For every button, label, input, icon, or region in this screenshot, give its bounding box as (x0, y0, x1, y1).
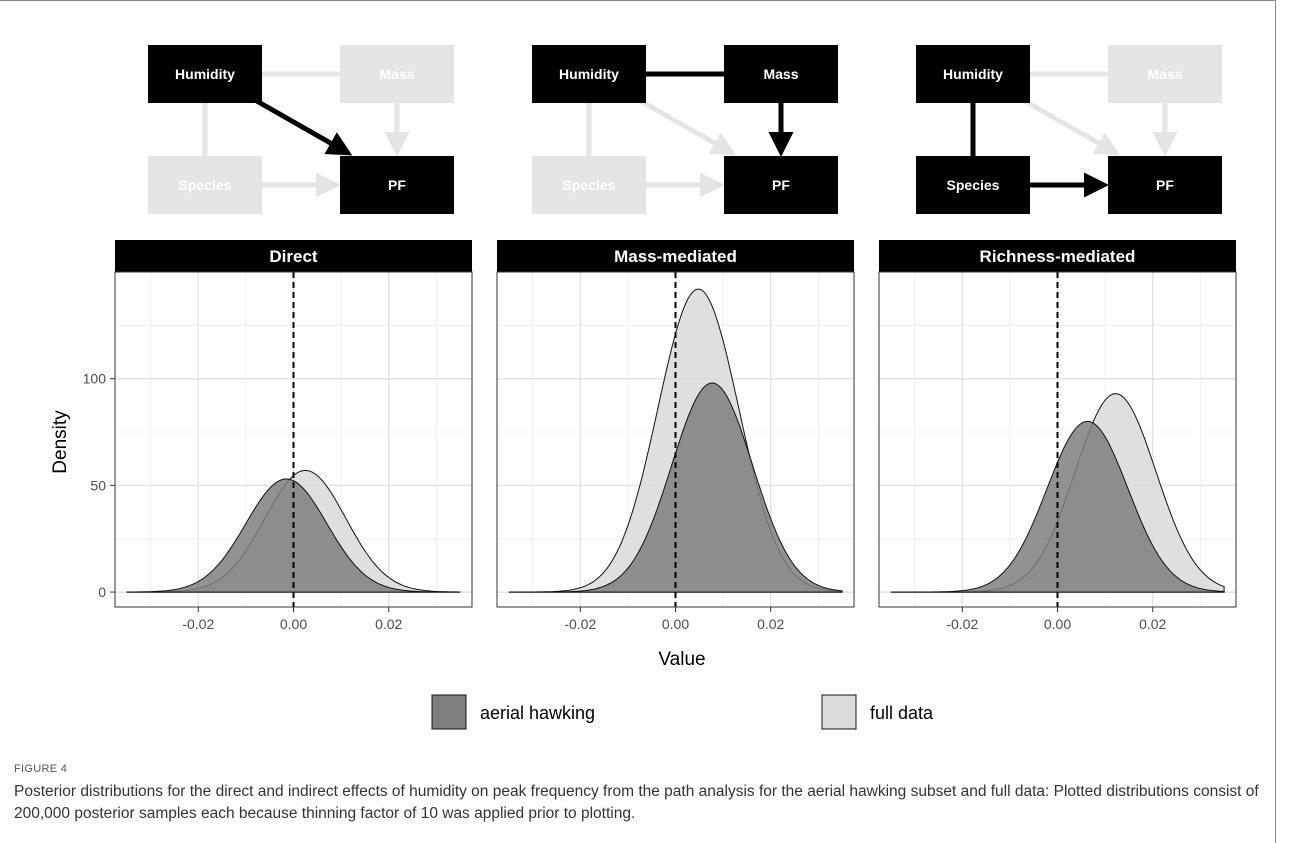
x-tick-label: 0.00 (280, 616, 307, 632)
x-tick-label: -0.02 (946, 616, 978, 632)
y-tick-label: 100 (83, 371, 107, 387)
facet-strip (115, 240, 472, 272)
x-tick-label: 0.02 (1139, 616, 1166, 632)
node-label-species: Species (947, 177, 1000, 193)
node-label-species: Species (179, 177, 232, 193)
node-box-mass (724, 45, 838, 103)
y-tick-label: 50 (90, 477, 106, 493)
node-label-mass: Mass (379, 66, 414, 82)
legend-key (431, 694, 467, 730)
node-label-humidity: Humidity (175, 66, 235, 82)
facet-strip-title: Direct (269, 247, 318, 266)
node-label-species: Species (563, 177, 616, 193)
node-label-pf: PF (1156, 177, 1174, 193)
node-label-mass: Mass (1147, 66, 1182, 82)
x-tick-label: 0.00 (662, 616, 689, 632)
figure-label: FIGURE 4 (14, 763, 68, 775)
path-diagram-1: Humidity Mass Species PF (148, 45, 454, 214)
node-box-species (916, 156, 1030, 214)
node-box-mass (1108, 45, 1222, 103)
node-box-pf (1108, 156, 1222, 214)
node-box-pf (340, 156, 454, 214)
density-panel-2: Mass-mediated -0.02 0.00 0.02 (496, 240, 855, 632)
node-box-species (532, 156, 646, 214)
x-tick-label: 0.02 (757, 616, 784, 632)
edge-humidity-pf-arrow (253, 97, 353, 156)
legend-label: aerial hawking (480, 703, 595, 723)
y-tick-label: 0 (98, 584, 106, 600)
node-box-mass (340, 45, 454, 103)
facet-strip (879, 240, 1236, 272)
node-label-humidity: Humidity (943, 66, 1003, 82)
frame-right-rule (1275, 0, 1276, 843)
x-tick-label: -0.02 (182, 616, 214, 632)
frame-top-rule (0, 0, 1275, 1)
facet-strip-title: Mass-mediated (614, 247, 737, 266)
legend: aerial hawking full data (431, 694, 934, 730)
figure-caption: Posterior distributions for the direct a… (14, 783, 1259, 822)
y-axis-title: Density (50, 410, 71, 474)
figure-canvas: Humidity Mass Species PF Humidity Mass Species… (50, 45, 1237, 730)
node-box-humidity (148, 45, 262, 103)
legend-label: full data (870, 703, 934, 723)
facet-strip (497, 240, 854, 272)
x-tick-label: 0.00 (1044, 616, 1071, 632)
node-label-pf: PF (388, 177, 406, 193)
facet-strip-title: Richness-mediated (980, 247, 1136, 266)
x-tick-label: 0.02 (375, 616, 402, 632)
density-panel-3: Richness-mediated -0.02 0.00 0.02 (878, 240, 1237, 632)
node-box-pf (724, 156, 838, 214)
legend-key (821, 694, 857, 730)
density-panel-1: Direct -0.02 0.00 0.02 (114, 240, 473, 632)
path-diagram-3: Humidity Mass Species PF (916, 45, 1222, 214)
node-label-humidity: Humidity (559, 66, 619, 82)
x-tick-label: -0.02 (564, 616, 596, 632)
node-box-humidity (532, 45, 646, 103)
node-box-humidity (916, 45, 1030, 103)
edge-humidity-pf-arrow (637, 97, 737, 156)
x-axis-title: Value (658, 649, 705, 670)
node-label-pf: PF (772, 177, 790, 193)
path-diagram-2: Humidity Mass Species PF (532, 45, 838, 214)
edge-humidity-pf-arrow (1021, 97, 1121, 156)
node-label-mass: Mass (763, 66, 798, 82)
node-box-species (148, 156, 262, 214)
